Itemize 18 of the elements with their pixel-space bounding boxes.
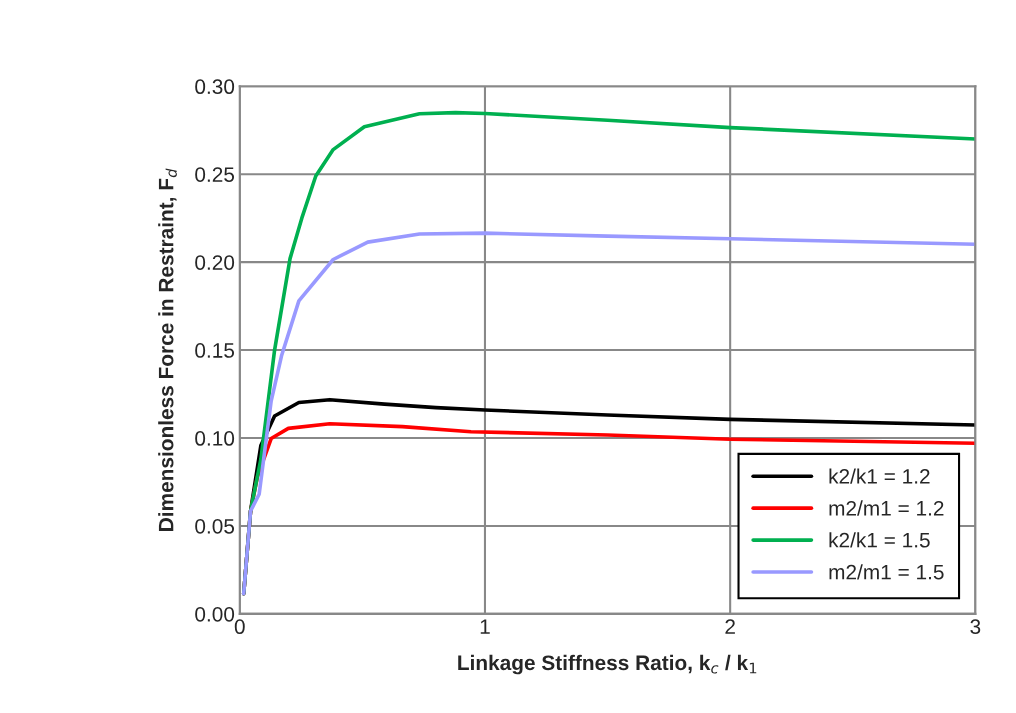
legend-label: k2/k1 = 1.5 — [829, 532, 930, 548]
legend-label: m2/m1 = 1.5 — [829, 564, 944, 580]
x-tick-label: 3 — [970, 619, 981, 635]
x-tick-label: 0 — [234, 619, 245, 635]
y-tick-label: 0.05 — [195, 518, 235, 534]
y-tick-label: 0.30 — [195, 79, 235, 95]
y-tick-label: 0.25 — [195, 167, 235, 182]
line-series — [241, 231, 976, 596]
y-tick-label: 0.15 — [195, 343, 235, 358]
legend-label: k2/k1 = 1.2 — [829, 468, 930, 484]
y-tick-label: 0.00 — [195, 606, 235, 622]
x-tick-label: 2 — [725, 619, 735, 634]
legend-label: m2/m1 = 1.2 — [829, 500, 944, 516]
y-axis-title: Dimensionless Force in Restraint, F$_{d}$ — [158, 168, 177, 531]
y-tick-label: 0.20 — [195, 255, 235, 270]
x-tick-label: 1 — [480, 619, 490, 634]
x-axis-title: Linkage Stiffness Ratio, k$_{c}$ / k$_{1}$ — [458, 654, 757, 675]
y-tick-label: 0.10 — [195, 431, 235, 446]
